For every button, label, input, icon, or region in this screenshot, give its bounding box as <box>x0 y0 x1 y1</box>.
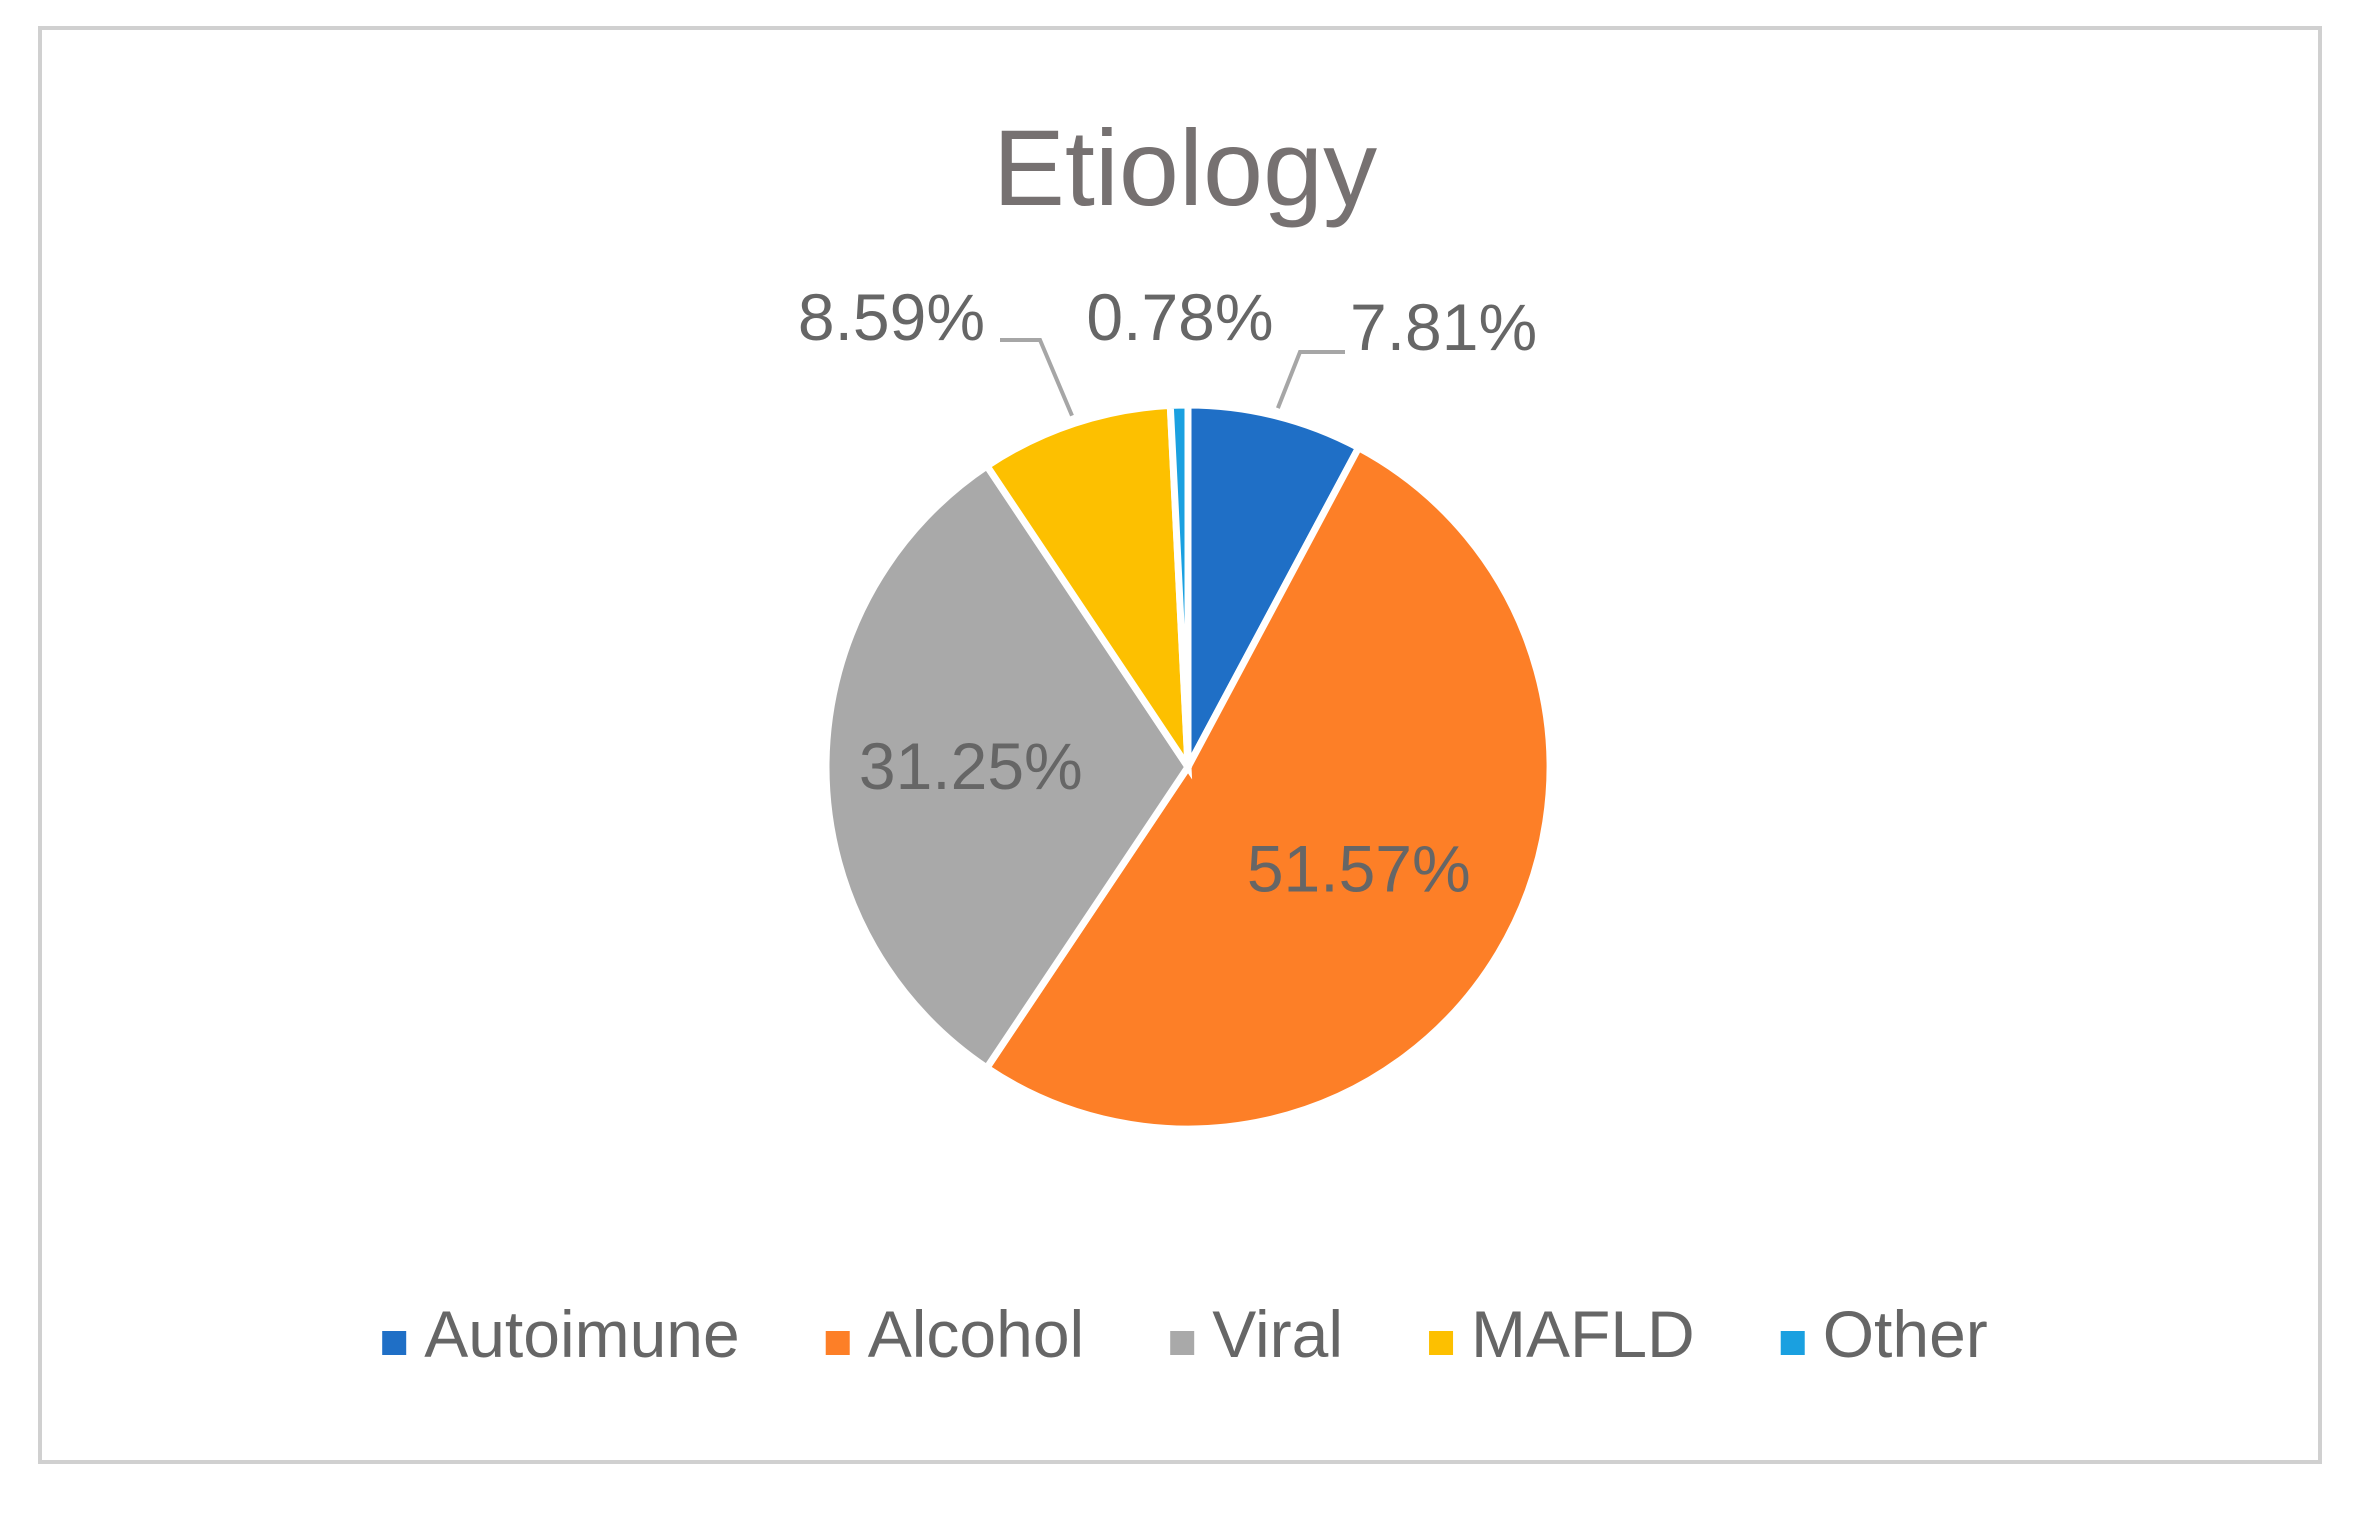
pie-slice-viral <box>822 461 1193 1073</box>
pie-slice-autoimune <box>1184 401 1364 769</box>
legend-swatch-mafld <box>1429 1331 1454 1355</box>
data-label-autoimune: 7.81% <box>1350 290 1537 364</box>
legend: Autoimune Alcohol Viral MAFLD Other <box>382 1297 1988 1371</box>
chart-title: Etiology <box>993 107 1377 228</box>
legend-swatch-other <box>1780 1331 1805 1355</box>
pie-slice-other <box>1166 401 1192 768</box>
legend-label-alcohol: Alcohol <box>868 1297 1084 1371</box>
legend-swatch-autoimune <box>382 1331 407 1355</box>
data-label-other: 0.78% <box>1086 280 1273 354</box>
pie-slice-mafld <box>982 401 1193 780</box>
pie-slices <box>822 401 1554 1133</box>
leader-line-autoimune <box>1276 350 1345 409</box>
data-labels: 7.81% 51.57% 31.25% 8.59% 0.78% <box>798 280 1537 905</box>
legend-label-other: Other <box>1823 1297 1988 1371</box>
data-label-alcohol: 51.57% <box>1247 831 1471 905</box>
legend-label-viral: Viral <box>1212 1297 1343 1371</box>
legend-swatch-alcohol <box>825 1331 850 1355</box>
legend-label-mafld: MAFLD <box>1471 1297 1695 1371</box>
legend-item-mafld: MAFLD <box>1429 1297 1695 1371</box>
legend-swatch-viral <box>1170 1331 1195 1355</box>
legend-item-viral: Viral <box>1170 1297 1343 1371</box>
data-label-mafld: 8.59% <box>798 280 985 354</box>
legend-label-autoimune: Autoimune <box>424 1297 740 1371</box>
legend-item-autoimune: Autoimune <box>382 1297 740 1371</box>
leader-lines <box>1000 338 1345 417</box>
pie-slice-alcohol <box>981 442 1554 1133</box>
legend-item-other: Other <box>1780 1297 1988 1371</box>
leader-line-mafld <box>1000 338 1074 417</box>
data-label-viral: 31.25% <box>859 729 1083 803</box>
legend-item-alcohol: Alcohol <box>825 1297 1084 1371</box>
